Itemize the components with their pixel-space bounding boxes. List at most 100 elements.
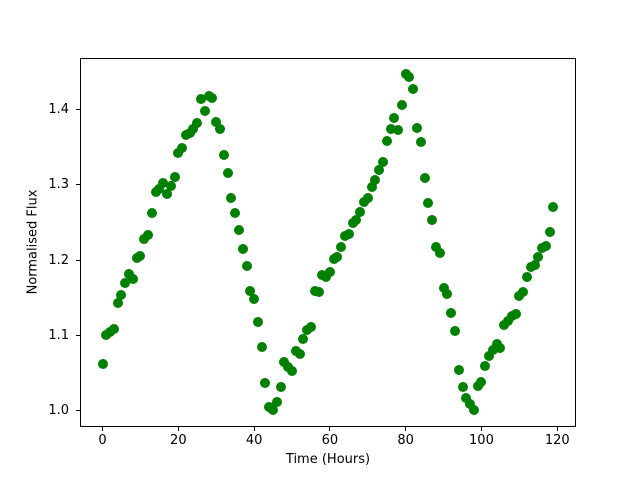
data-point (533, 252, 544, 263)
data-point (207, 92, 218, 103)
data-point (484, 350, 495, 361)
y-tick-label: 1.3 (48, 177, 69, 193)
data-point (241, 261, 252, 272)
data-point (442, 288, 453, 299)
data-point (165, 180, 176, 191)
data-point (112, 297, 123, 308)
data-point (446, 308, 457, 319)
data-point (226, 192, 237, 203)
data-point (336, 241, 347, 252)
data-point (158, 178, 169, 189)
data-point (196, 94, 207, 105)
data-point (427, 215, 438, 226)
data-point (173, 148, 184, 159)
data-point (154, 184, 165, 195)
data-point (430, 241, 441, 252)
data-point (222, 167, 233, 178)
y-tick-label: 1.1 (48, 327, 69, 343)
data-point (415, 137, 426, 148)
y-tick-label: 1.0 (48, 402, 69, 418)
data-point (256, 341, 267, 352)
data-point (218, 149, 229, 160)
data-point (540, 240, 551, 251)
data-point (116, 289, 127, 300)
data-point (230, 207, 241, 218)
x-tick-mark (556, 427, 558, 432)
data-point (192, 117, 203, 128)
data-point (385, 123, 396, 134)
data-point (408, 83, 419, 94)
data-point (305, 322, 316, 332)
data-point (438, 282, 449, 293)
data-point (245, 285, 256, 296)
data-point (188, 123, 199, 134)
x-tick-mark (329, 427, 331, 432)
data-point (252, 316, 263, 327)
y-tick-mark (76, 259, 80, 261)
data-point (358, 197, 369, 208)
data-point (521, 272, 532, 283)
data-point (449, 325, 460, 336)
data-point (362, 192, 373, 203)
data-point (366, 182, 377, 193)
data-point (510, 309, 521, 320)
data-point (465, 399, 476, 410)
data-point (370, 175, 381, 186)
plot-area (80, 57, 576, 428)
data-point (199, 106, 210, 117)
x-tick-label: 80 (397, 433, 414, 449)
data-point (298, 334, 309, 345)
data-point (457, 382, 468, 393)
data-point (499, 320, 510, 331)
x-tick-label: 60 (321, 433, 339, 449)
y-tick-mark (76, 334, 80, 336)
data-point (332, 252, 343, 263)
data-point (419, 173, 430, 184)
data-point (268, 405, 279, 416)
data-point (453, 364, 464, 375)
data-point (97, 358, 108, 369)
data-point (351, 215, 362, 226)
x-axis-label: Time (Hours) (285, 452, 371, 467)
data-point (135, 250, 146, 261)
data-point (529, 259, 540, 270)
data-point (548, 201, 559, 212)
y-tick-label: 1.2 (48, 252, 69, 268)
data-point (324, 267, 335, 278)
data-point (260, 378, 271, 389)
data-point (381, 136, 392, 147)
data-point (215, 124, 225, 135)
x-tick-label: 40 (245, 433, 263, 449)
data-point (275, 382, 286, 393)
data-point (487, 344, 498, 355)
data-point (374, 164, 385, 175)
data-point (161, 188, 172, 199)
data-point (389, 113, 400, 124)
data-point (355, 206, 366, 217)
data-point (287, 366, 297, 377)
data-point (461, 393, 472, 404)
data-point (177, 143, 188, 154)
data-point (518, 287, 529, 298)
y-axis-label: Normalised Flux (25, 189, 41, 295)
data-point (127, 273, 138, 284)
data-point (343, 228, 354, 239)
data-point (294, 349, 305, 360)
x-tick-mark (405, 427, 407, 432)
data-point (480, 361, 491, 372)
data-point (271, 397, 282, 408)
y-tick-mark (76, 184, 80, 186)
data-point (120, 277, 131, 288)
data-point (237, 243, 248, 254)
data-point (211, 116, 222, 127)
x-tick-mark (102, 427, 104, 432)
data-point (502, 315, 513, 326)
x-tick-label: 0 (98, 433, 107, 449)
y-tick-mark (76, 409, 80, 411)
data-point (146, 208, 157, 219)
x-tick-mark (253, 427, 255, 432)
data-point (321, 272, 332, 283)
data-point (476, 376, 487, 387)
data-point (396, 100, 407, 111)
